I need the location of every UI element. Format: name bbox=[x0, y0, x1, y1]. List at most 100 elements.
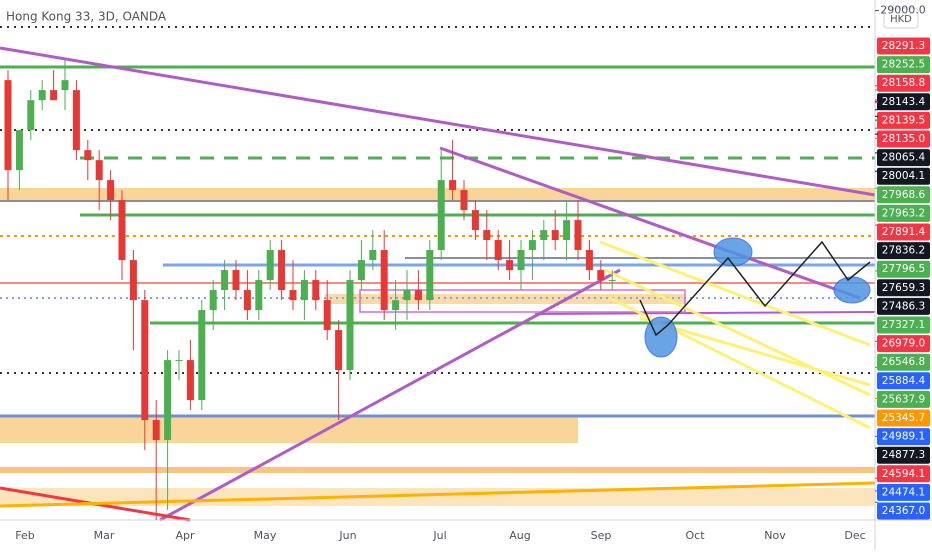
price-tag bbox=[877, 130, 930, 148]
candle-body bbox=[4, 80, 12, 171]
price-tag-label: 28158.8 bbox=[882, 77, 925, 89]
candle-body bbox=[414, 290, 422, 301]
price-tag-label: 28291.3 bbox=[882, 40, 925, 52]
zone bbox=[0, 415, 578, 443]
candle-body bbox=[574, 220, 582, 251]
candle-body bbox=[175, 360, 183, 362]
price-tag-label: 28252.5 bbox=[882, 59, 925, 71]
price-tag-label: 24989.1 bbox=[882, 431, 925, 443]
candle-body bbox=[255, 280, 263, 311]
price-tag bbox=[877, 483, 930, 501]
candle-body bbox=[551, 230, 559, 241]
target bbox=[833, 276, 871, 304]
candle-body bbox=[494, 240, 502, 261]
candle-body bbox=[209, 290, 217, 311]
x-tick-label: Nov bbox=[764, 529, 786, 542]
candle-body bbox=[61, 80, 69, 91]
x-tick-label: Feb bbox=[15, 529, 34, 542]
price-tag-label: 28143.4 bbox=[882, 96, 926, 108]
price-tag bbox=[877, 167, 930, 185]
candle-body bbox=[540, 230, 548, 241]
projection-path bbox=[639, 240, 871, 337]
candle-body bbox=[528, 240, 536, 251]
price-tag-label: 28004.1 bbox=[882, 170, 925, 182]
candle-body bbox=[585, 250, 593, 271]
x-tick-label: Aug bbox=[509, 529, 530, 542]
candle-body bbox=[437, 180, 445, 251]
y-tick-label: 29000.0 bbox=[880, 4, 926, 17]
price-tag bbox=[877, 502, 930, 520]
candle-body bbox=[118, 200, 126, 261]
candle-body bbox=[312, 280, 320, 301]
candle-body bbox=[164, 360, 172, 440]
candle-body bbox=[152, 420, 160, 440]
candle-body bbox=[141, 300, 149, 421]
candle-body bbox=[392, 300, 400, 311]
price-tag bbox=[877, 446, 930, 464]
candle-body bbox=[38, 90, 46, 101]
candle-body bbox=[243, 290, 251, 311]
trendline bbox=[0, 46, 876, 197]
trendline bbox=[159, 268, 621, 522]
price-tag-label: 25884.4 bbox=[882, 375, 926, 387]
candle-body bbox=[72, 90, 80, 151]
candle-body bbox=[597, 270, 605, 281]
zone bbox=[0, 188, 875, 202]
candle-body bbox=[129, 260, 137, 301]
x-tick-label: Apr bbox=[175, 529, 195, 542]
price-tag-label: 27796.5 bbox=[882, 263, 925, 275]
price-tag bbox=[877, 204, 930, 222]
candle-body bbox=[221, 270, 229, 291]
price-tag bbox=[877, 223, 930, 241]
x-tick-label: Oct bbox=[685, 529, 705, 542]
candle-body bbox=[50, 90, 58, 101]
price-tag-label: 28135.0 bbox=[882, 133, 925, 145]
candle-body bbox=[449, 180, 457, 191]
candle-body bbox=[369, 250, 377, 261]
candle-body bbox=[289, 290, 297, 301]
price-tag-label: 27486.3 bbox=[882, 300, 925, 312]
price-tag-label: 28139.5 bbox=[882, 114, 925, 126]
price-tag bbox=[877, 390, 930, 408]
x-tick-label: Mar bbox=[94, 529, 115, 542]
price-tag-label: 24474.1 bbox=[882, 486, 925, 498]
candle-body bbox=[471, 210, 479, 231]
price-tag bbox=[877, 74, 930, 92]
price-tag-label: 26546.8 bbox=[882, 356, 925, 368]
price-tag bbox=[877, 279, 930, 297]
zone bbox=[0, 467, 875, 473]
candle-body bbox=[426, 250, 434, 301]
price-tag bbox=[877, 37, 930, 55]
x-tick-label: Jun bbox=[338, 529, 356, 542]
price-tag bbox=[877, 428, 930, 446]
candle-body bbox=[232, 270, 240, 291]
candle-body bbox=[506, 260, 514, 271]
currency-badge bbox=[883, 7, 919, 29]
x-tick-label: Sep bbox=[591, 529, 612, 542]
target bbox=[713, 237, 753, 267]
price-tag-label: 25637.9 bbox=[882, 393, 925, 405]
candle-body bbox=[323, 300, 331, 331]
candle-body bbox=[346, 280, 354, 371]
candle-body bbox=[278, 250, 286, 291]
candle-body bbox=[15, 130, 23, 171]
candle-body bbox=[563, 220, 571, 241]
price-tag bbox=[877, 93, 930, 111]
chart-title: Hong Kong 33, 3D, OANDA bbox=[6, 10, 167, 24]
trendline bbox=[0, 481, 876, 508]
price-tag bbox=[877, 297, 930, 315]
price-tag-label: 24594.1 bbox=[882, 468, 925, 480]
price-tag bbox=[877, 316, 930, 334]
price-tag-label: 27659.3 bbox=[882, 282, 925, 294]
x-tick-label: May bbox=[254, 529, 277, 542]
candle-body bbox=[608, 280, 616, 282]
price-tag-label: 27891.4 bbox=[882, 226, 926, 238]
box bbox=[359, 289, 686, 313]
price-tag-label: 25345.7 bbox=[882, 412, 925, 424]
price-tag-label: 27963.2 bbox=[882, 207, 925, 219]
price-tag-label: 27968.6 bbox=[882, 189, 926, 201]
price-tag-label: 26979.0 bbox=[882, 338, 925, 350]
candle-body bbox=[483, 230, 491, 241]
price-tag bbox=[877, 372, 930, 390]
